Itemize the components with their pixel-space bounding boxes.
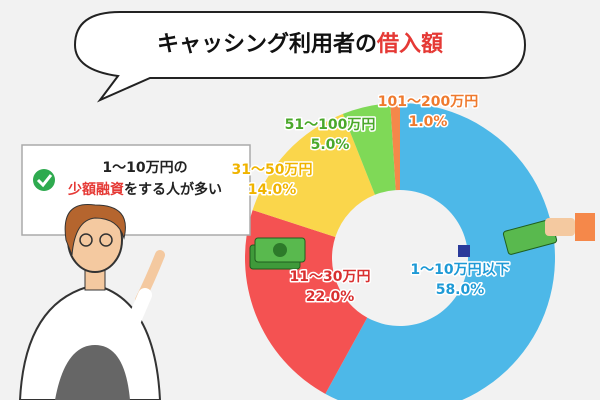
- callout-part: 少額融資: [67, 181, 124, 198]
- hand-money-icon: [458, 213, 595, 257]
- woman-illustration: [18, 203, 165, 400]
- donut-slice: [390, 103, 400, 191]
- slice-value-label: 5.0%: [311, 137, 350, 153]
- slice-category-label: 31〜50万円: [232, 162, 313, 178]
- slice-value-label: 14.0%: [248, 182, 297, 198]
- slice-category-label: 11〜30万円: [290, 269, 371, 285]
- slice-value-label: 58.0%: [436, 282, 485, 298]
- slice-category-label: 51〜100万円: [285, 117, 376, 133]
- callout-part: をする人が多い: [124, 181, 222, 198]
- title-part: キャッシング利用者の: [157, 31, 377, 57]
- chart-title: キャッシング利用者の借入額: [157, 31, 443, 57]
- callout-line: 1〜10万円の: [102, 160, 187, 176]
- slice-category-label: 101〜200万円: [378, 94, 478, 110]
- slice-category-label: 1〜10万円以下: [410, 262, 509, 278]
- callout-box: [21, 144, 251, 236]
- callout-line: 少額融資をする人が多い: [67, 181, 222, 198]
- donut-slice: [252, 113, 375, 237]
- check-icon: [33, 169, 55, 191]
- title-part: 借入額: [376, 31, 443, 57]
- title-bubble: [73, 11, 527, 103]
- money-icon: [249, 237, 306, 270]
- check-mark: [36, 174, 53, 188]
- slice-value-label: 1.0%: [409, 114, 448, 130]
- slice-value-label: 22.0%: [306, 289, 355, 305]
- donut-slice: [325, 103, 555, 400]
- donut-slice: [342, 103, 396, 195]
